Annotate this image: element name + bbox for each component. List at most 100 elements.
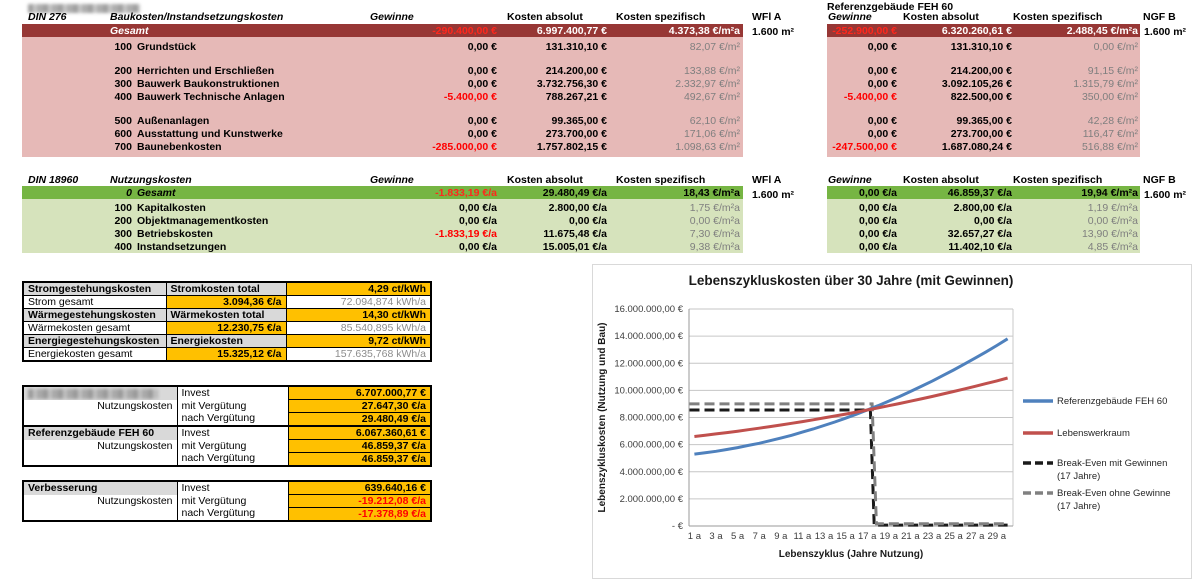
invest-verguetung-label[interactable]: mit Vergütung <box>176 439 289 453</box>
build-area-left-label[interactable]: WFl A <box>752 11 782 23</box>
invest-nutzungskosten-label[interactable]: Nutzungskosten <box>22 439 178 453</box>
nutzung-row-absolut-left[interactable]: 2.800,00 €/a <box>548 202 607 214</box>
nutzung-row-code[interactable]: 300 <box>114 228 132 240</box>
build-row-absolut-right[interactable]: 131.310,10 € <box>950 41 1012 53</box>
build-row-spezifisch-right[interactable]: 516,88 €/m² <box>1081 141 1138 153</box>
energy-total-label[interactable]: Wärmekosten total <box>165 308 287 322</box>
nutzung-row-spezifisch-left[interactable]: 1,75 €/m²a <box>689 202 740 214</box>
nutzung-col-absolut-right[interactable]: Kosten absolut <box>903 174 979 186</box>
invest-row-label[interactable]: Invest <box>176 386 289 400</box>
nutzung-col-gewinne-right[interactable]: Gewinne <box>828 174 872 186</box>
build-row-code[interactable]: 300 <box>114 78 132 90</box>
build-row-label[interactable]: Herrichten und Erschließen <box>137 65 275 77</box>
invest-nutzungskosten-value[interactable]: 27.647,30 €/a <box>287 399 432 413</box>
build-row-gewinne-left[interactable]: -285.000,00 € <box>432 141 497 153</box>
build-row-spezifisch-left[interactable]: 62,10 €/m² <box>689 115 740 127</box>
nutzung-row-gewinne-left[interactable]: 0,00 €/a <box>459 202 497 214</box>
build-row-gewinne-right[interactable]: -5.400,00 € <box>843 91 897 103</box>
series-0-line[interactable] <box>694 337 1009 456</box>
energy-rate-value[interactable]: 4,29 ct/kWh <box>285 281 432 296</box>
invest-nutzungskosten-label[interactable] <box>22 412 178 426</box>
build-row-gewinne-left[interactable]: 0,00 € <box>467 115 497 127</box>
nutzung-gesamt-code[interactable]: 0 <box>126 187 132 199</box>
nutzung-gesamt-spezifisch-right[interactable]: 19,94 €/m²a <box>1081 187 1138 199</box>
build-row-label[interactable]: Ausstattung und Kunstwerke <box>137 128 283 140</box>
build-row-absolut-left[interactable]: 99.365,00 € <box>551 115 607 127</box>
build-gesamt-absolut-left[interactable]: 6.997.400,77 € <box>536 25 607 37</box>
nutzung-row-code[interactable]: 100 <box>114 202 132 214</box>
invest-row-label[interactable]: Invest <box>176 425 289 440</box>
energy-section-label[interactable]: Stromgestehungskosten <box>22 281 167 296</box>
nutzung-gesamt-absolut-right[interactable]: 46.859,37 €/a <box>947 187 1012 199</box>
nutzung-gesamt-spezifisch-left[interactable]: 18,43 €/m²a <box>683 187 740 199</box>
build-row-code[interactable]: 200 <box>114 65 132 77</box>
build-col-spezifisch-right[interactable]: Kosten spezifisch <box>1013 11 1103 23</box>
nutzung-row-absolut-right[interactable]: 0,00 €/a <box>974 215 1012 227</box>
energy-amount-value[interactable]: 85.540,895 kWh/a <box>285 321 432 335</box>
build-row-gewinne-left[interactable]: 0,00 € <box>467 65 497 77</box>
build-col-absolut-right[interactable]: Kosten absolut <box>903 11 979 23</box>
build-row-code[interactable]: 600 <box>114 128 132 140</box>
nutzung-col-gewinne-left[interactable]: Gewinne <box>370 174 414 186</box>
build-col-gewinne-left[interactable]: Gewinne <box>370 11 414 23</box>
energy-section-label[interactable]: Energiegestehungskosten <box>22 334 167 348</box>
nutzung-col-absolut-left[interactable]: Kosten absolut <box>507 174 583 186</box>
invest-verguetung-label[interactable]: mit Vergütung <box>176 399 289 413</box>
nutzung-row-spezifisch-left[interactable]: 0,00 €/m²a <box>689 215 740 227</box>
energy-section-label[interactable]: Wärmegestehungskosten <box>22 308 167 322</box>
invest-block-label[interactable] <box>22 386 178 400</box>
energy-cost-value[interactable]: 12.230,75 €/a <box>165 321 287 335</box>
nutzung-area-left-value[interactable]: 1.600 m² <box>752 189 795 201</box>
build-row-spezifisch-right[interactable]: 1.315,79 €/m² <box>1073 78 1138 90</box>
nutzung-row-spezifisch-right[interactable]: 13,90 €/m²a <box>1081 228 1138 240</box>
nutzung-row-absolut-right[interactable]: 11.402,10 €/a <box>948 241 1012 253</box>
nutzung-row-label[interactable]: Objektmanagementkosten <box>137 215 269 227</box>
invest-nutzungskosten-label[interactable] <box>22 507 178 521</box>
energy-row-label[interactable]: Strom gesamt <box>22 295 167 309</box>
nutzung-row-label[interactable]: Instandsetzungen <box>137 241 227 253</box>
build-row-gewinne-right[interactable]: 0,00 € <box>867 65 897 77</box>
build-row-gewinne-left[interactable]: -5.400,00 € <box>443 91 497 103</box>
build-row-gewinne-left[interactable]: 0,00 € <box>467 128 497 140</box>
build-din-label[interactable]: DIN 276 <box>28 11 67 23</box>
build-row-absolut-left[interactable]: 788.267,21 € <box>545 91 607 103</box>
energy-amount-value[interactable]: 157.635,768 kWh/a <box>285 347 432 362</box>
build-row-label[interactable]: Bauwerk Baukonstruktionen <box>137 78 280 90</box>
build-row-label[interactable]: Baunebenkosten <box>137 141 222 153</box>
invest-verguetung-label[interactable]: nach Vergütung <box>176 507 289 521</box>
nutzung-row-gewinne-right[interactable]: 0,00 €/a <box>859 228 897 240</box>
invest-verguetung-label[interactable]: nach Vergütung <box>176 452 289 466</box>
nutzung-col-spezifisch-right[interactable]: Kosten spezifisch <box>1013 174 1103 186</box>
invest-nutzungskosten-value[interactable]: -19.212,08 €/a <box>287 494 432 508</box>
legend-item[interactable]: Referenzgebäude FEH 60 <box>1023 396 1167 407</box>
build-gesamt-gewinne-right[interactable]: -252.900,00 € <box>832 25 897 37</box>
nutzung-row-spezifisch-right[interactable]: 4,85 €/m²a <box>1087 241 1138 253</box>
legend-item[interactable]: Break-Even ohne Gewinne (17 Jahre) <box>1023 488 1171 512</box>
nutzung-title[interactable]: Nutzungskosten <box>110 174 192 186</box>
build-row-spezifisch-left[interactable]: 133,88 €/m² <box>683 65 740 77</box>
nutzung-row-absolut-left[interactable]: 0,00 €/a <box>569 215 607 227</box>
nutzung-row-gewinne-left[interactable]: -1.833,19 €/a <box>435 228 497 240</box>
legend-item[interactable]: Lebenswerkraum <box>1023 428 1130 439</box>
nutzung-row-label[interactable]: Kapitalkosten <box>137 202 206 214</box>
energy-total-label[interactable]: Energiekosten <box>165 334 287 348</box>
build-row-spezifisch-right[interactable]: 116,47 €/m² <box>1082 128 1138 140</box>
nutzung-row-gewinne-right[interactable]: 0,00 €/a <box>859 241 897 253</box>
build-row-absolut-left[interactable]: 273.700,00 € <box>545 128 607 140</box>
build-row-spezifisch-right[interactable]: 42,28 €/m² <box>1087 115 1138 127</box>
energy-row-label[interactable]: Energiekosten gesamt <box>22 347 167 362</box>
nutzung-row-absolut-left[interactable]: 11.675,48 €/a <box>543 228 607 240</box>
nutzung-row-code[interactable]: 400 <box>114 241 132 253</box>
build-row-label[interactable]: Bauwerk Technische Anlagen <box>137 91 285 103</box>
invest-nutzungskosten-value[interactable]: 29.480,49 €/a <box>287 412 432 427</box>
nutzung-area-right-label[interactable]: NGF B <box>1143 174 1176 186</box>
build-row-label[interactable]: Grundstück <box>137 41 196 53</box>
nutzung-area-right-value[interactable]: 1.600 m² <box>1144 189 1187 201</box>
build-col-absolut-left[interactable]: Kosten absolut <box>507 11 583 23</box>
invest-block-label[interactable]: Verbesserung <box>22 481 178 495</box>
build-row-absolut-right[interactable]: 822.500,00 € <box>950 91 1012 103</box>
build-row-absolut-left[interactable]: 3.732.756,30 € <box>536 78 607 90</box>
build-title[interactable]: Baukosten/Instandsetzungskosten <box>110 11 284 23</box>
nutzung-col-spezifisch-left[interactable]: Kosten spezifisch <box>616 174 706 186</box>
build-area-right-value[interactable]: 1.600 m² <box>1144 26 1187 38</box>
